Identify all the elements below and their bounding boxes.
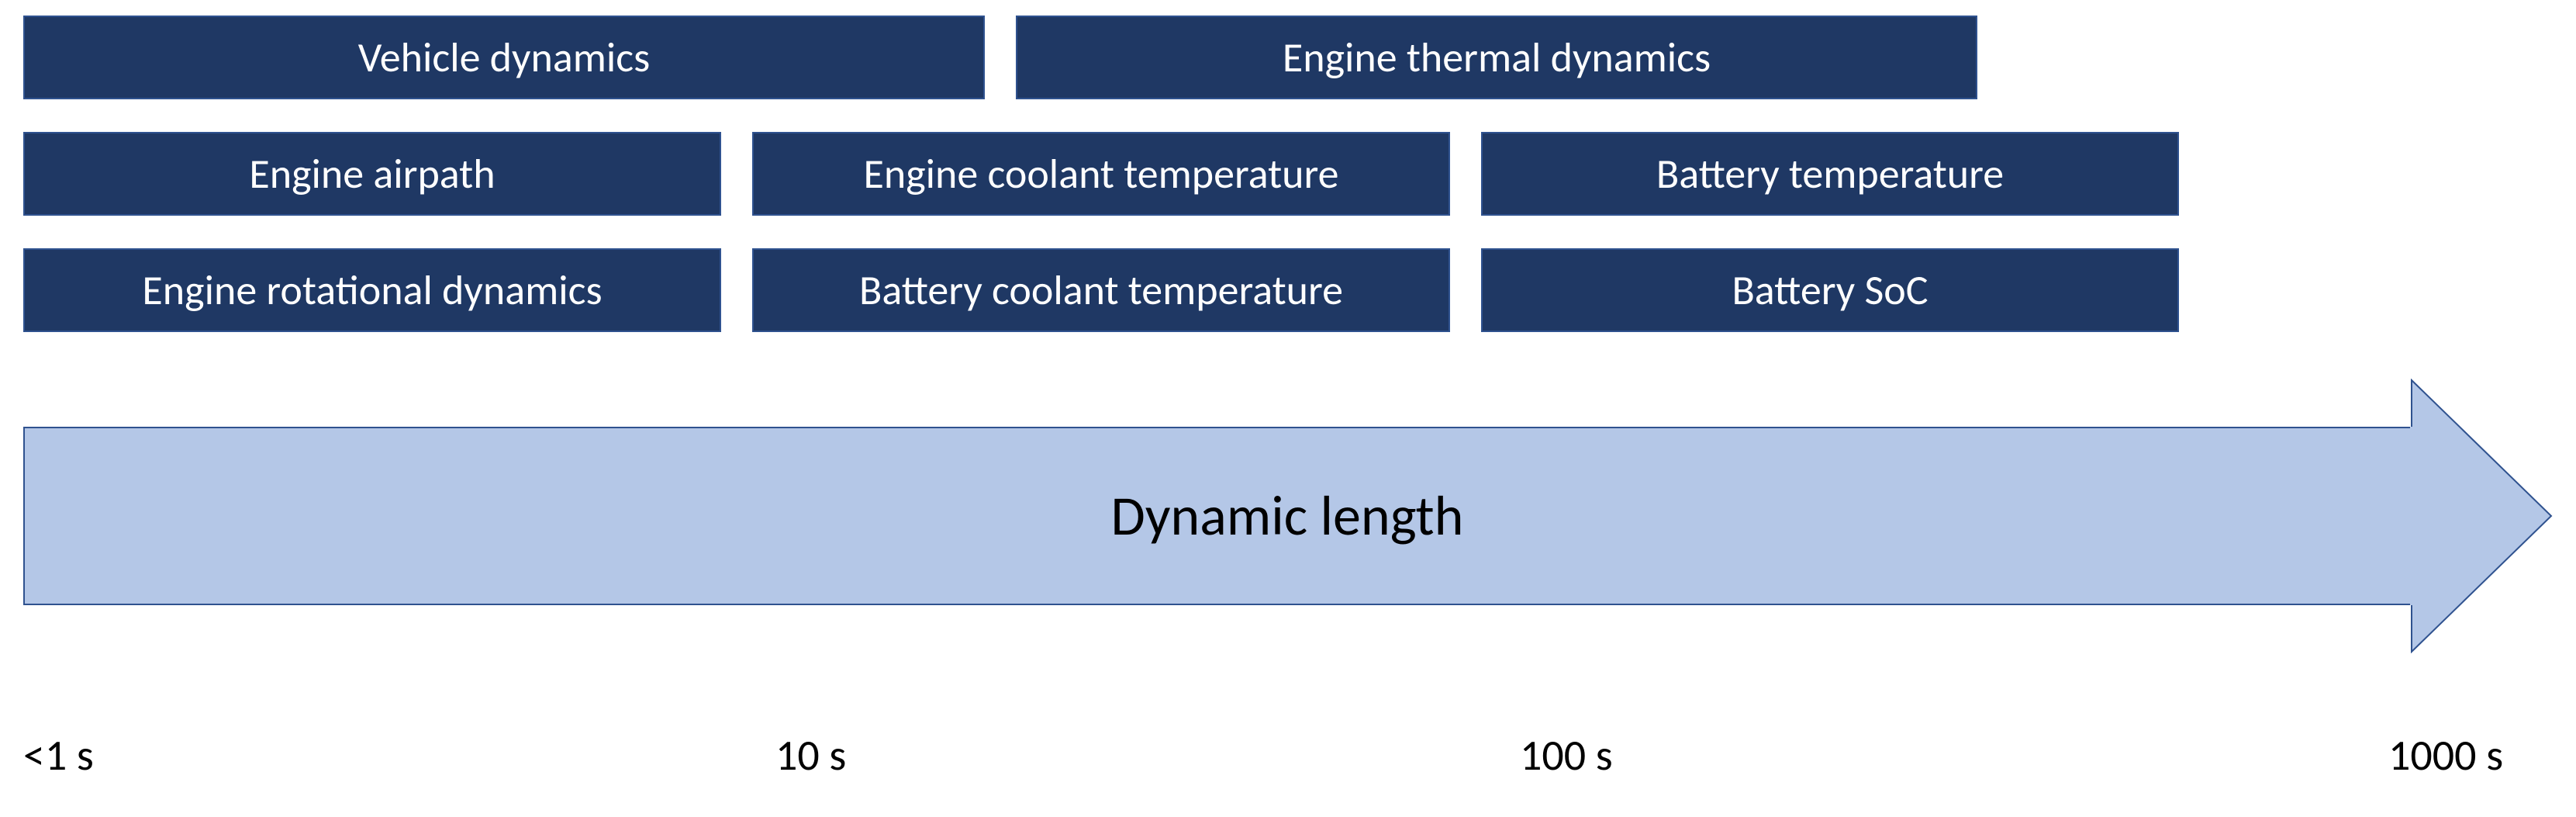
box-engine-thermal-dynamics: Engine thermal dynamics bbox=[1016, 16, 1977, 99]
box-engine-rotational-dynamics: Engine rotational dynamics bbox=[23, 248, 721, 332]
axis-label-1: 10 s bbox=[775, 729, 846, 782]
box-engine-coolant-temperature: Engine coolant temperature bbox=[752, 132, 1450, 216]
box-vehicle-dynamics: Vehicle dynamics bbox=[23, 16, 985, 99]
axis-label-2: 100 s bbox=[1520, 729, 1613, 782]
diagram-canvas: Vehicle dynamics Engine thermal dynamics E… bbox=[0, 0, 2576, 817]
axis-label-3: 1000 s bbox=[2388, 729, 2503, 782]
box-engine-airpath: Engine airpath bbox=[23, 132, 721, 216]
box-battery-coolant-temperature: Battery coolant temperature bbox=[752, 248, 1450, 332]
box-battery-temperature: Battery temperature bbox=[1481, 132, 2179, 216]
box-battery-soc: Battery SoC bbox=[1481, 248, 2179, 332]
dynamic-length-arrow-label: Dynamic length bbox=[23, 427, 2551, 605]
axis-label-0: <1 s bbox=[23, 729, 94, 782]
